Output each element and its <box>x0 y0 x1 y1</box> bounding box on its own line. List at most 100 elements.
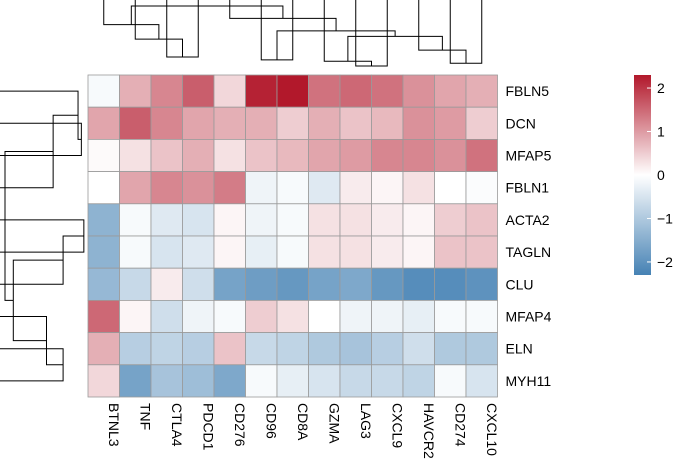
heatmap-cell <box>245 106 278 140</box>
heatmap-cell <box>402 332 435 366</box>
heatmap-cell <box>371 267 404 301</box>
heatmap-cell <box>465 299 498 333</box>
heatmap-cell <box>371 299 404 333</box>
heatmap-cell <box>119 203 152 237</box>
colorbar-tick-label: −1 <box>657 210 673 226</box>
heatmap-cell <box>465 235 498 269</box>
heatmap-cell <box>434 235 467 269</box>
heatmap-cell <box>402 364 435 398</box>
heatmap-cell <box>213 203 246 237</box>
heatmap-cell <box>371 171 404 205</box>
heatmap-cell <box>119 106 152 140</box>
heatmap-cell <box>371 106 404 140</box>
colorbar-gradient <box>634 75 651 275</box>
heatmap-cell <box>402 171 435 205</box>
heatmap-cell <box>339 364 372 398</box>
heatmap-cell <box>87 364 120 398</box>
row-label: CLU <box>506 276 534 292</box>
heatmap-cell <box>182 364 215 398</box>
colorbar-tick-label: −2 <box>657 254 673 270</box>
heatmap-cell <box>245 332 278 366</box>
heatmap-cell <box>308 364 341 398</box>
dendrogram-branch <box>276 30 396 60</box>
dendrogram-branch <box>355 0 388 67</box>
column-label: PDCD1 <box>200 403 216 451</box>
column-label: GZMA <box>326 403 342 444</box>
heatmap-cell <box>87 106 120 140</box>
heatmap-cell <box>276 299 309 333</box>
heatmap-cell <box>308 332 341 366</box>
heatmap-cell <box>119 235 152 269</box>
heatmap-cell <box>87 171 120 205</box>
row-label: MFAP5 <box>506 148 552 164</box>
column-label: HAVCR2 <box>421 403 437 459</box>
row-label: DCN <box>506 115 536 131</box>
heatmap-cell <box>182 106 215 140</box>
heatmap-cell <box>465 171 498 205</box>
row-label: TAGLN <box>506 244 552 260</box>
heatmap-cell <box>276 267 309 301</box>
heatmap-cell <box>339 299 372 333</box>
heatmap-cell <box>119 299 152 333</box>
heatmap-cell <box>213 171 246 205</box>
row-label: MFAP4 <box>506 309 552 325</box>
heatmap-cell <box>119 332 152 366</box>
heatmap-cell <box>276 235 309 269</box>
row-label: FBLN1 <box>506 180 550 196</box>
heatmap-cell <box>434 106 467 140</box>
heatmap-cell <box>150 332 183 366</box>
column-labels: BTNL3 TNF CTLA4 PDCD1 CD276 CD96 CD8A GZMA LAG3 C… <box>106 403 500 459</box>
column-label: CXCL10 <box>484 403 500 456</box>
column-label: TNF <box>137 403 153 430</box>
heatmap-cell <box>150 74 183 108</box>
heatmap-cell <box>308 171 341 205</box>
heatmap-cell <box>339 235 372 269</box>
heatmap-cell <box>402 235 435 269</box>
heatmap-cell <box>339 106 372 140</box>
heatmap-cell <box>308 138 341 172</box>
heatmap-cell <box>402 138 435 172</box>
heatmap-cell <box>371 138 404 172</box>
heatmap-cell <box>402 267 435 301</box>
row-label: FBLN5 <box>506 83 550 99</box>
heatmap-cells <box>87 74 498 398</box>
heatmap-cell <box>434 332 467 366</box>
heatmap-cell <box>182 203 215 237</box>
dendrogram-branch <box>130 5 284 25</box>
heatmap-cell <box>434 364 467 398</box>
heatmap-cell <box>339 138 372 172</box>
heatmap-cell <box>245 299 278 333</box>
heatmap-cell <box>213 332 246 366</box>
heatmap-cell <box>465 74 498 108</box>
column-label: CD96 <box>263 403 279 439</box>
heatmap-cell <box>434 299 467 333</box>
dendrogram-branch <box>12 259 64 342</box>
heatmap-cell <box>87 235 120 269</box>
heatmap-cell <box>465 138 498 172</box>
heatmap-cell <box>339 267 372 301</box>
heatmap-cell <box>150 364 183 398</box>
heatmap-cell <box>150 203 183 237</box>
heatmap-cell <box>245 364 278 398</box>
heatmap-cell <box>465 106 498 140</box>
column-dendrogram <box>103 0 483 67</box>
heatmap-cell <box>182 299 215 333</box>
row-label: ACTA2 <box>506 212 550 228</box>
heatmap-cell <box>245 74 278 108</box>
heatmap-cell <box>371 203 404 237</box>
heatmap-cell <box>465 332 498 366</box>
column-label: CTLA4 <box>169 403 185 447</box>
colorbar-tick-label: 2 <box>657 80 665 96</box>
heatmap-cell <box>276 171 309 205</box>
heatmap-cell <box>245 171 278 205</box>
heatmap-cell <box>308 106 341 140</box>
heatmap-cell <box>434 74 467 108</box>
heatmap-cell <box>182 332 215 366</box>
heatmap-cell <box>119 74 152 108</box>
heatmap-cell <box>150 299 183 333</box>
row-labels: FBLN5 DCN MFAP5 FBLN1 ACTA2 TAGLN CLU MFAP4 ELN M… <box>506 83 552 389</box>
heatmap-cell <box>87 267 120 301</box>
heatmap-cell <box>465 203 498 237</box>
heatmap-cell <box>150 235 183 269</box>
heatmap-cell <box>339 74 372 108</box>
